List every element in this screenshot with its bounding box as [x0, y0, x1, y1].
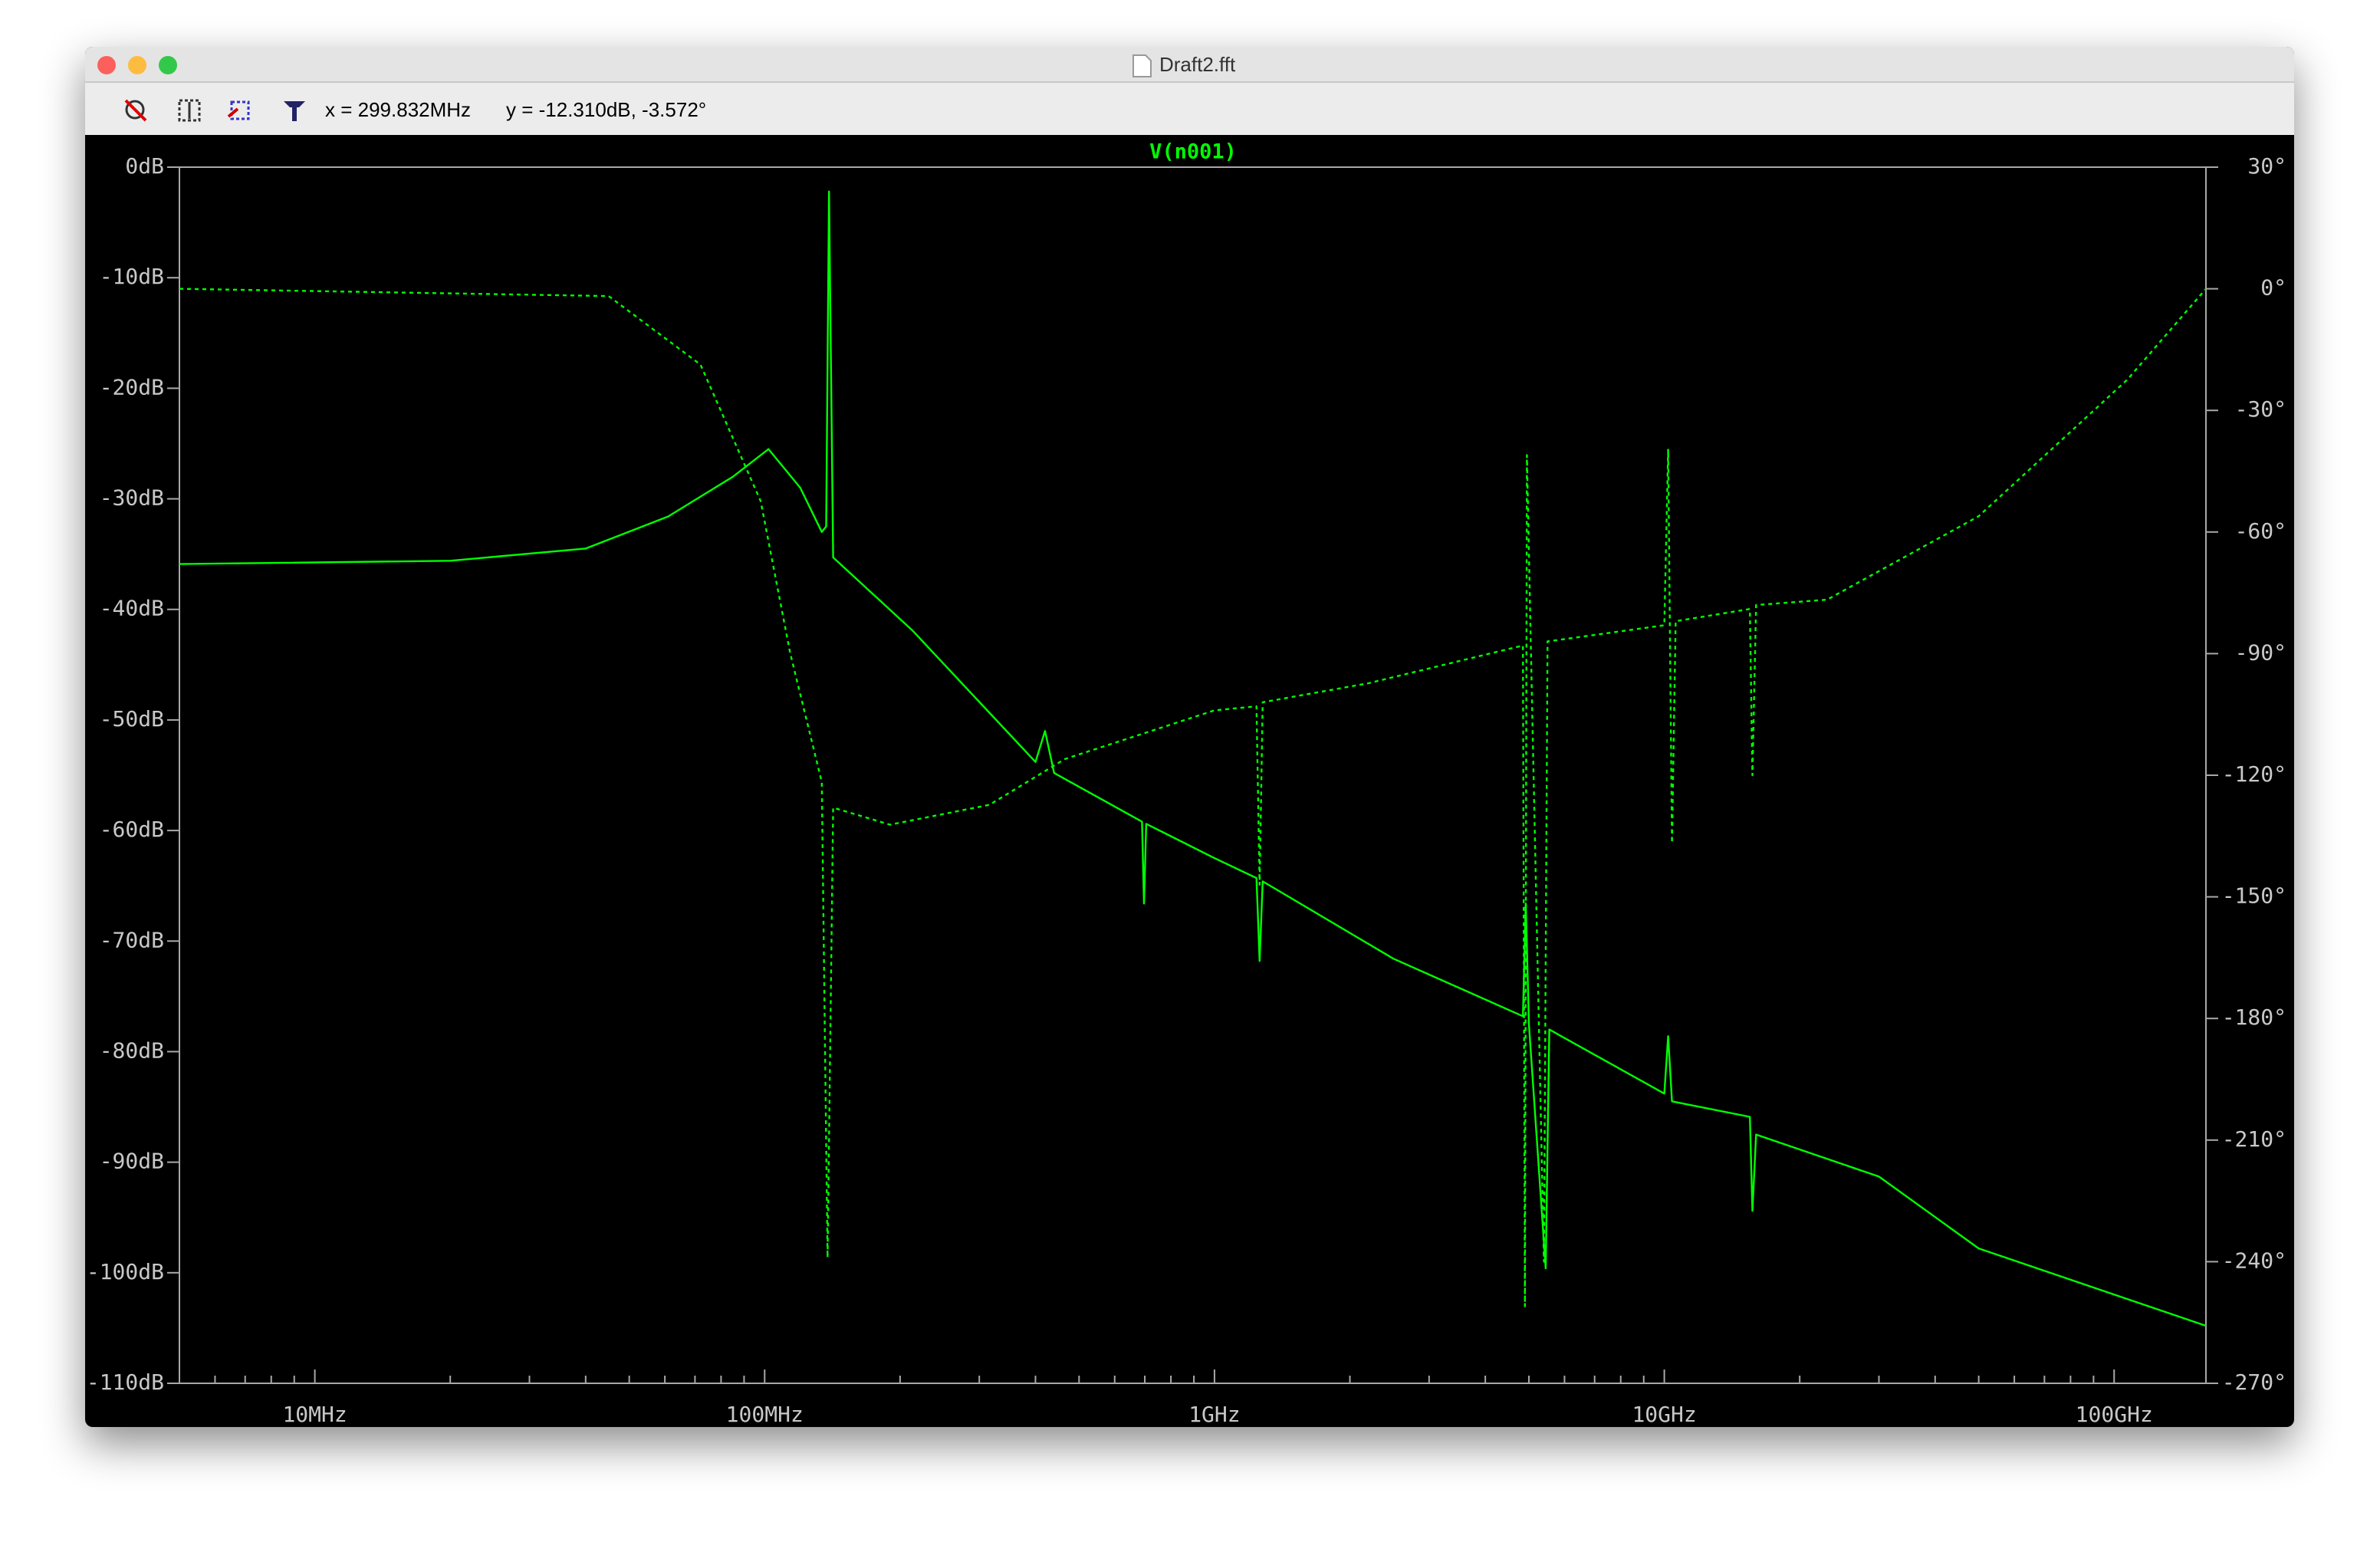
y2-tick-label: -210° [2222, 1126, 2286, 1152]
y-tick-label: -110dB [87, 1370, 164, 1395]
undo-zoom-button[interactable] [227, 100, 250, 120]
y2-tick-label: -180° [2222, 1005, 2286, 1030]
y-tick-label: -20dB [100, 374, 164, 400]
close-button[interactable] [97, 56, 116, 74]
title-bar [85, 47, 2294, 82]
probe-button[interactable] [284, 101, 305, 121]
y-tick-label: -100dB [87, 1259, 164, 1284]
y-tick-label: -90dB [100, 1149, 164, 1174]
y2-tick-label: 30° [2247, 153, 2286, 179]
y2-tick-label: -60° [2235, 518, 2286, 544]
y2-tick-label: -90° [2235, 640, 2286, 665]
y-tick-label: -50dB [100, 706, 164, 732]
cursor-x: x = 299.832MHz [325, 98, 471, 121]
plot: V(n001) 0dB -10dB -20dB -30dB -40dB -50dB -60d… [87, 140, 2286, 1428]
x-tick-label: 100GHz [2076, 1402, 2153, 1427]
zoom-button[interactable] [159, 56, 177, 74]
y-tick-label: -10dB [100, 264, 164, 289]
y2-tick-label: -270° [2222, 1370, 2286, 1395]
window-title: Draft2.fft [1159, 53, 1236, 76]
cursor-y: y = -12.310dB, -3.572° [506, 98, 706, 121]
x-tick-label: 1GHz [1188, 1402, 1240, 1427]
y-tick-label: 0dB [125, 153, 164, 179]
x-tick-label: 10GHz [1632, 1402, 1696, 1427]
window: Draft2.fft x = 299.832MHz y = -12.310dB,… [85, 47, 2294, 1427]
series-line [179, 190, 2207, 1327]
y-tick-label: -60dB [100, 817, 164, 842]
y2-tick-label: 0° [2260, 275, 2286, 301]
toolbar [85, 82, 2294, 135]
y2-tick-label: -150° [2222, 883, 2286, 909]
y-tick-label: -80dB [100, 1037, 164, 1063]
y2-tick-label: -240° [2222, 1248, 2286, 1273]
y-tick-label: -30dB [100, 485, 164, 511]
x-tick-label: 100MHz [726, 1402, 804, 1427]
y-tick-label: -70dB [100, 927, 164, 952]
chart-title: V(n001) [1149, 140, 1237, 164]
document-icon [1132, 54, 1152, 77]
x-tick-label: 10MHz [282, 1402, 347, 1427]
minimize-button[interactable] [128, 56, 146, 74]
autorange-button[interactable] [178, 99, 201, 122]
y-tick-label: -40dB [100, 596, 164, 621]
zoom-cancel-button[interactable] [124, 99, 147, 122]
window-frame [85, 47, 2294, 1427]
y2-tick-label: -120° [2222, 761, 2286, 787]
y2-tick-label: -30° [2235, 396, 2286, 422]
